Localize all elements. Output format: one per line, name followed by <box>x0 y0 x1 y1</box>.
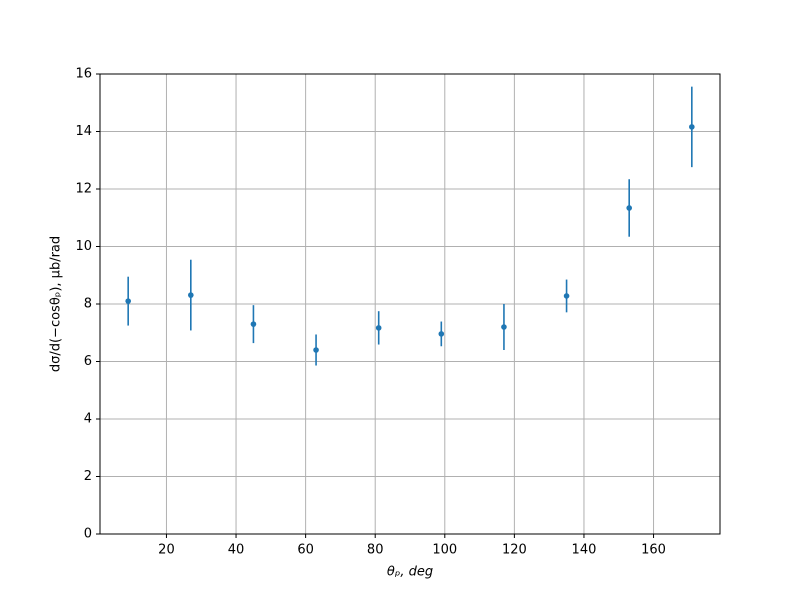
y-tick-label: 14 <box>75 124 92 139</box>
data-point <box>125 298 131 304</box>
data-point <box>188 292 194 298</box>
y-tick-label: 10 <box>75 239 92 254</box>
x-tick-label: 40 <box>228 543 245 558</box>
x-axis-label: θₚ, deg <box>387 565 433 580</box>
x-tick-label: 140 <box>572 543 597 558</box>
x-tick-label: 120 <box>502 543 527 558</box>
x-tick-label: 80 <box>367 543 384 558</box>
data-point <box>313 347 319 353</box>
y-tick-label: 4 <box>84 412 92 427</box>
y-tick-label: 16 <box>75 67 92 82</box>
data-point <box>250 321 257 327</box>
y-tick-label: 12 <box>75 182 92 197</box>
y-axis-label: dσ/d(−cosθₚ), μb/rad <box>49 236 64 372</box>
x-tick-label: 20 <box>158 543 175 558</box>
x-tick-label: 60 <box>297 543 314 558</box>
y-tick-label: 0 <box>84 527 92 542</box>
x-tick-label: 100 <box>432 543 457 558</box>
data-point <box>501 324 507 330</box>
y-tick-label: 6 <box>84 354 92 369</box>
data-point <box>438 331 445 337</box>
data-point <box>563 293 570 299</box>
plot-frame <box>99 73 721 535</box>
x-tick-label: 160 <box>641 543 666 558</box>
y-tick-label: 2 <box>84 469 92 484</box>
data-point <box>375 325 382 331</box>
data-point <box>689 124 695 130</box>
data-point <box>626 205 632 211</box>
y-tick-label: 8 <box>84 297 92 312</box>
